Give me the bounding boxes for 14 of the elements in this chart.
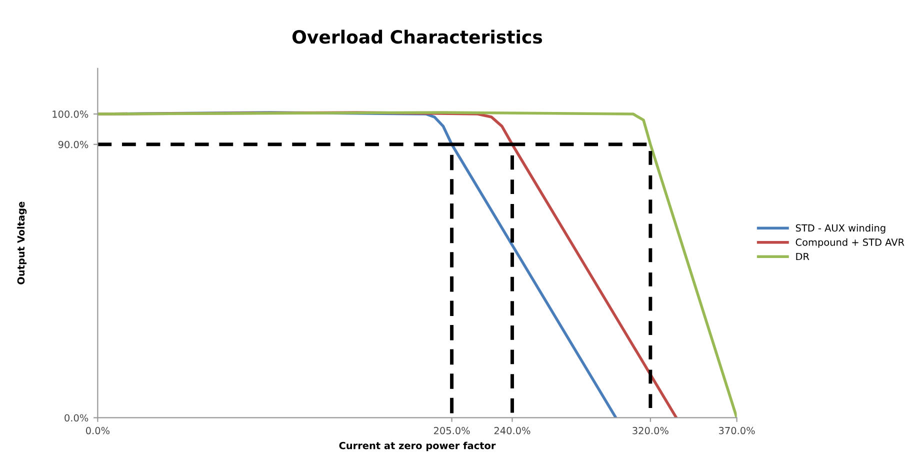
y-tick-label: 90.0% [58,140,88,148]
x-tick-label: 370.0% [718,426,755,434]
y-axis-title: Output Voltage [17,202,27,284]
x-axis-title: Current at zero power factor [339,442,496,452]
legend-label: STD - AUX winding [796,224,886,234]
x-tick-label: 240.0% [494,426,530,434]
x-tick-label: 205.0% [434,426,470,434]
legend-label: DR [796,252,810,260]
y-tick-label: 0.0% [64,414,88,422]
x-tick-label: 320.0% [632,426,668,434]
legend-label: Compound + STD AVR [796,238,904,248]
chart-title: Overload Characteristics [292,30,542,44]
x-tick-label: 0.0% [86,426,110,434]
y-tick-label: 100.0% [52,110,88,118]
